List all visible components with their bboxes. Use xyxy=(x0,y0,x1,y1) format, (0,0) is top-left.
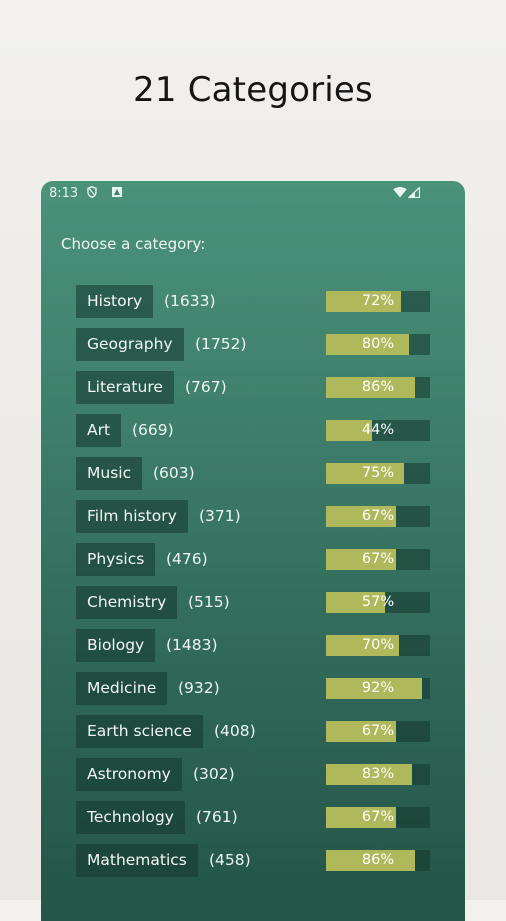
progress-bar: 80% xyxy=(326,334,430,355)
question-count: (767) xyxy=(185,378,227,396)
question-count: (761) xyxy=(196,808,238,826)
progress-bar: 67% xyxy=(326,721,430,742)
category-row[interactable]: Physics (476) 67% xyxy=(76,543,430,576)
question-count: (1752) xyxy=(195,335,247,353)
category-name-button[interactable]: Medicine xyxy=(76,672,168,705)
progress-bar: 67% xyxy=(326,807,430,828)
progress-bar: 86% xyxy=(326,850,430,871)
progress-fill xyxy=(326,592,386,613)
progress-percent-label: 67% xyxy=(361,809,395,825)
progress-fill xyxy=(326,420,372,441)
progress-fill xyxy=(326,764,413,785)
category-row[interactable]: Astronomy (302) 83% xyxy=(76,758,430,791)
status-bar: 8:13 ▲ xyxy=(41,181,465,207)
category-row[interactable]: Technology (761) 67% xyxy=(76,801,430,834)
question-count: (408) xyxy=(214,722,256,740)
category-name-button[interactable]: Earth science xyxy=(76,715,203,748)
category-row[interactable]: Geography (1752) 80% xyxy=(76,328,430,361)
progress-bar: 72% xyxy=(326,291,430,312)
category-name-button[interactable]: History xyxy=(76,285,154,318)
wifi-icon xyxy=(393,187,407,198)
category-row[interactable]: Earth science (408) 67% xyxy=(76,715,430,748)
progress-fill xyxy=(326,463,404,484)
progress-percent-label: 67% xyxy=(361,508,395,524)
progress-fill xyxy=(326,635,399,656)
progress-fill xyxy=(326,678,422,699)
status-time: 8:13 xyxy=(49,186,79,201)
question-count: (515) xyxy=(188,593,230,611)
category-name-button[interactable]: Mathematics xyxy=(76,844,198,877)
progress-percent-label: 86% xyxy=(361,379,395,395)
category-name-button[interactable]: Geography xyxy=(76,328,184,361)
progress-percent-label: 44% xyxy=(361,422,395,438)
progress-bar: 67% xyxy=(326,549,430,570)
question-count: (302) xyxy=(193,765,235,783)
shield-icon xyxy=(87,186,97,198)
question-count: (458) xyxy=(209,851,251,869)
category-row[interactable]: Film history (371) 67% xyxy=(76,500,430,533)
progress-bar: 44% xyxy=(326,420,430,441)
category-row[interactable]: Mathematics (458) 86% xyxy=(76,844,430,877)
progress-percent-label: 75% xyxy=(361,465,395,481)
progress-bar: 70% xyxy=(326,635,430,656)
progress-fill xyxy=(326,807,396,828)
progress-fill xyxy=(326,291,401,312)
progress-percent-label: 80% xyxy=(361,336,395,352)
question-count: (371) xyxy=(199,507,241,525)
category-row[interactable]: Chemistry (515) 57% xyxy=(76,586,430,619)
question-count: (669) xyxy=(132,421,174,439)
progress-bar: 83% xyxy=(326,764,430,785)
category-name-button[interactable]: Biology xyxy=(76,629,156,662)
promo-title: 21 Categories xyxy=(133,70,373,110)
category-name-button[interactable]: Technology xyxy=(76,801,185,834)
question-count: (932) xyxy=(178,679,220,697)
progress-percent-label: 67% xyxy=(361,723,395,739)
a-notification-icon: ▲ xyxy=(112,187,122,197)
progress-fill xyxy=(326,506,396,527)
category-row[interactable]: Art (669) 44% xyxy=(76,414,430,447)
progress-bar: 75% xyxy=(326,463,430,484)
category-row[interactable]: Literature (767) 86% xyxy=(76,371,430,404)
progress-bar: 86% xyxy=(326,377,430,398)
choose-category-prompt: Choose a category: xyxy=(61,235,206,253)
question-count: (476) xyxy=(166,550,208,568)
category-row[interactable]: Biology (1483) 70% xyxy=(76,629,430,662)
progress-percent-label: 57% xyxy=(361,594,395,610)
category-name-button[interactable]: Music xyxy=(76,457,143,490)
signal-icon xyxy=(408,187,420,198)
progress-fill xyxy=(326,377,416,398)
progress-fill xyxy=(326,334,410,355)
progress-percent-label: 92% xyxy=(361,680,395,696)
category-name-button[interactable]: Physics xyxy=(76,543,156,576)
progress-percent-label: 86% xyxy=(361,852,395,868)
progress-fill xyxy=(326,721,396,742)
category-name-button[interactable]: Literature xyxy=(76,371,174,404)
progress-percent-label: 67% xyxy=(361,551,395,567)
category-row[interactable]: Music (603) 75% xyxy=(76,457,430,490)
category-row[interactable]: History (1633) 72% xyxy=(76,285,430,318)
category-name-button[interactable]: Film history xyxy=(76,500,188,533)
progress-fill xyxy=(326,549,396,570)
progress-percent-label: 72% xyxy=(361,293,395,309)
progress-bar: 92% xyxy=(326,678,430,699)
progress-bar: 57% xyxy=(326,592,430,613)
progress-percent-label: 70% xyxy=(361,637,395,653)
progress-bar: 67% xyxy=(326,506,430,527)
phone-screen: 8:13 ▲ Choose a category: History (1633) 7… xyxy=(41,181,465,921)
category-row[interactable]: Medicine (932) 92% xyxy=(76,672,430,705)
category-name-button[interactable]: Astronomy xyxy=(76,758,182,791)
question-count: (1483) xyxy=(166,636,218,654)
progress-fill xyxy=(326,850,416,871)
question-count: (1633) xyxy=(164,292,216,310)
progress-percent-label: 83% xyxy=(361,766,395,782)
category-name-button[interactable]: Art xyxy=(76,414,122,447)
category-name-button[interactable]: Chemistry xyxy=(76,586,178,619)
question-count: (603) xyxy=(153,464,195,482)
